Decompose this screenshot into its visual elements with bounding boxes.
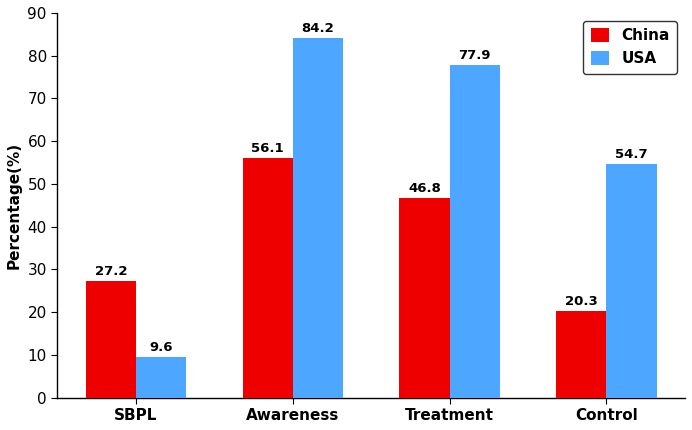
Bar [293, 38, 343, 398]
Bar [606, 164, 657, 398]
Text: 56.1: 56.1 [251, 142, 284, 155]
Text: 77.9: 77.9 [458, 49, 491, 61]
Bar [450, 64, 500, 398]
Bar [136, 356, 186, 398]
Text: 54.7: 54.7 [615, 148, 648, 161]
Bar [86, 281, 136, 398]
Bar [556, 311, 606, 398]
Text: 84.2: 84.2 [302, 22, 334, 35]
Text: 46.8: 46.8 [408, 181, 441, 195]
Y-axis label: Percentage(%): Percentage(%) [7, 142, 22, 269]
Legend: China, USA: China, USA [583, 21, 677, 74]
Bar [399, 198, 450, 398]
Text: 27.2: 27.2 [95, 265, 127, 278]
Text: 9.6: 9.6 [149, 341, 173, 353]
Text: 20.3: 20.3 [565, 295, 598, 308]
Bar [243, 158, 293, 398]
